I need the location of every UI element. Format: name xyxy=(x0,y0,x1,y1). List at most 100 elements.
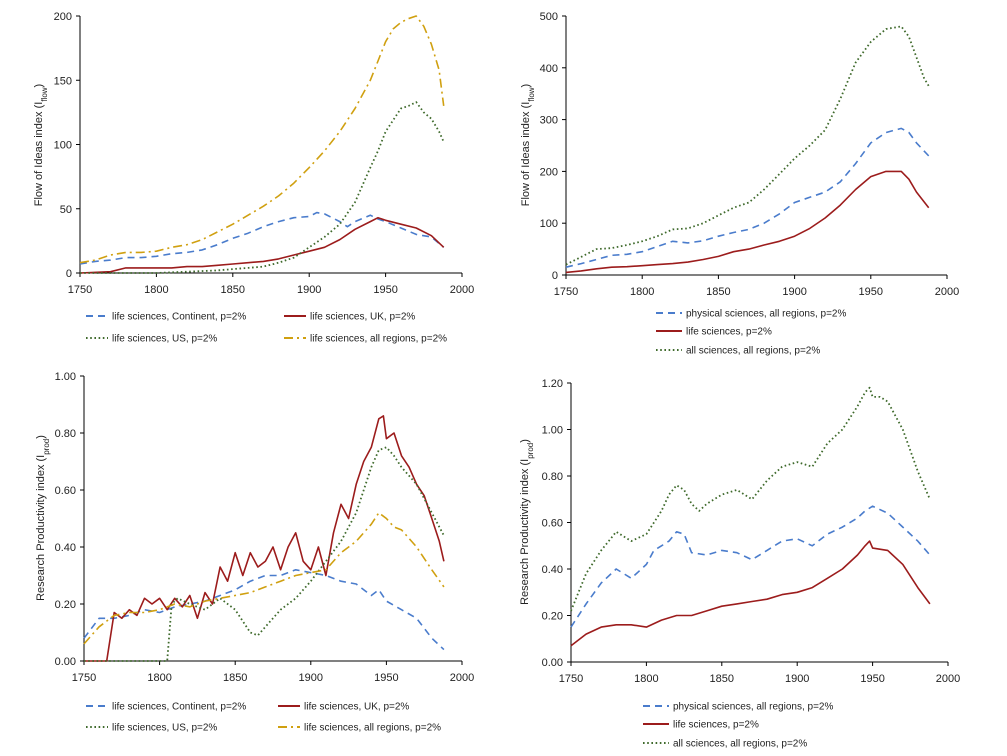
y-axis-label-main: Flow of Ideas index (I xyxy=(33,102,45,207)
series-line-3 xyxy=(83,511,445,645)
x-tick-label: 1800 xyxy=(630,286,654,298)
series-line-2 xyxy=(84,446,445,662)
y-tick-label: 50 xyxy=(60,204,72,216)
legend: life sciences, Continent, p=2% life scien… xyxy=(86,702,441,734)
y-tick-label: 100 xyxy=(54,140,72,152)
legend-label: life sciences, all regions, p=2% xyxy=(304,723,441,734)
series-line-3 xyxy=(79,15,445,264)
legend: life sciences, Continent, p=2% life scien… xyxy=(86,312,447,345)
x-tick-label: 2000 xyxy=(450,672,474,684)
y-tick-label: 0 xyxy=(552,270,558,282)
x-tick-label: 1950 xyxy=(859,286,883,298)
x-tick-label: 1850 xyxy=(706,286,730,298)
series-line-0 xyxy=(565,127,930,268)
x-tick-label: 1900 xyxy=(785,673,809,685)
legend-label: life sciences, UK, p=2% xyxy=(310,312,415,323)
series-line-0 xyxy=(79,211,445,265)
legend-label: life sciences, p=2% xyxy=(673,720,759,731)
y-tick-label: 0.80 xyxy=(542,471,563,483)
x-tick-label: 2000 xyxy=(450,284,474,296)
x-tick-label: 1800 xyxy=(144,284,168,296)
x-tick-label: 1900 xyxy=(297,284,321,296)
series-line-1 xyxy=(565,170,930,274)
y-tick-label: 100 xyxy=(540,218,558,230)
x-tick-label: 2000 xyxy=(936,673,960,685)
y-tick-label: 400 xyxy=(540,63,558,75)
chart-tr: 1750 1800 1850 1900 1950 2000 0 100 200 300 400 500… xyxy=(520,11,959,357)
y-tick-label: 500 xyxy=(540,11,558,23)
x-tick-label: 1900 xyxy=(782,286,806,298)
x-tick-label: 1950 xyxy=(860,673,884,685)
x-tick-label: 1750 xyxy=(559,673,583,685)
legend: physical sciences, all regions, p=2% life… xyxy=(656,309,846,357)
y-tick-label: 0.60 xyxy=(542,518,563,530)
series-line-1 xyxy=(570,540,931,647)
y-tick-label: 0.40 xyxy=(542,564,563,576)
x-tick-label: 1850 xyxy=(223,672,247,684)
x-tick-label: 1750 xyxy=(68,284,92,296)
series-line-1 xyxy=(79,216,445,274)
x-tick-label: 1950 xyxy=(373,284,397,296)
y-axis-label-subscript: flow xyxy=(527,87,536,101)
series-line-0 xyxy=(83,568,445,651)
x-tick-label: 1800 xyxy=(147,672,171,684)
legend-label: physical sciences, all regions, p=2% xyxy=(673,702,833,713)
x-tick-label: 1950 xyxy=(374,672,398,684)
x-tick-label: 1850 xyxy=(710,673,734,685)
chart-bl: 1750 1800 1850 1900 1950 2000 0.00 0.20 0.40 0.60… xyxy=(35,371,474,734)
y-tick-label: 0.20 xyxy=(542,611,563,623)
y-axis-label-subscript: prod xyxy=(526,443,535,459)
legend-label: life sciences, p=2% xyxy=(686,327,772,338)
y-tick-label: 1.20 xyxy=(542,378,563,390)
legend-label: physical sciences, all regions, p=2% xyxy=(686,309,846,320)
y-tick-label: 0.00 xyxy=(542,657,563,669)
y-tick-label: 0.40 xyxy=(55,542,76,554)
series-line-2 xyxy=(80,101,445,274)
legend-label: all sciences, all regions, p=2% xyxy=(673,739,807,750)
legend-label: life sciences, US, p=2% xyxy=(112,723,217,734)
y-tick-label: 1.00 xyxy=(55,371,76,383)
y-axis-label-subscript: prod xyxy=(42,439,51,455)
x-tick-label: 1800 xyxy=(634,673,658,685)
series-line-2 xyxy=(570,386,931,612)
x-tick-label: 2000 xyxy=(935,286,959,298)
y-axis-label-main: Flow of Ideas index (I xyxy=(520,102,532,207)
y-tick-label: 0 xyxy=(66,268,72,280)
y-axis-label-end: ) xyxy=(519,439,531,443)
legend-label: life sciences, Continent, p=2% xyxy=(112,312,246,323)
series-line-0 xyxy=(570,505,931,628)
y-axis-label-end: ) xyxy=(520,84,532,88)
y-tick-label: 300 xyxy=(540,115,558,127)
series-line-1 xyxy=(84,415,445,662)
y-axis-label: Flow of Ideas index (Iflow) xyxy=(520,84,536,206)
legend-label: life sciences, US, p=2% xyxy=(112,334,217,345)
y-tick-label: 0.20 xyxy=(55,599,76,611)
chart-br: 1750 1800 1850 1900 1950 2000 0.00 0.20 0.40 0.60… xyxy=(519,378,960,750)
series-line-2 xyxy=(565,25,930,266)
y-tick-label: 200 xyxy=(540,166,558,178)
x-tick-label: 1750 xyxy=(72,672,96,684)
y-tick-label: 0.80 xyxy=(55,428,76,440)
y-tick-label: 150 xyxy=(54,75,72,87)
legend-label: life sciences, UK, p=2% xyxy=(304,702,409,713)
y-axis-label-end: ) xyxy=(35,435,47,439)
legend-label: life sciences, all regions, p=2% xyxy=(310,334,447,345)
y-tick-label: 0.00 xyxy=(55,656,76,668)
y-tick-label: 1.00 xyxy=(542,425,563,437)
legend-label: all sciences, all regions, p=2% xyxy=(686,346,820,357)
chart-tl: 1750 1800 1850 1900 1950 2000 0 50 100 150 200 Flow… xyxy=(33,11,474,345)
legend: physical sciences, all regions, p=2% life… xyxy=(643,702,833,750)
y-tick-label: 0.60 xyxy=(55,485,76,497)
x-tick-label: 1850 xyxy=(221,284,245,296)
x-tick-label: 1900 xyxy=(299,672,323,684)
y-axis-label: Research Productivity index (Iprod) xyxy=(35,435,51,601)
legend-label: life sciences, Continent, p=2% xyxy=(112,702,246,713)
y-tick-label: 200 xyxy=(54,11,72,23)
y-axis-label: Flow of Ideas index (Iflow) xyxy=(33,84,49,206)
y-axis-label: Research Productivity index (Iprod) xyxy=(519,439,535,605)
y-axis-label-subscript: flow xyxy=(40,87,49,101)
y-axis-label-main: Research Productivity index (I xyxy=(35,455,47,601)
y-axis-label-main: Research Productivity index (I xyxy=(519,459,531,605)
